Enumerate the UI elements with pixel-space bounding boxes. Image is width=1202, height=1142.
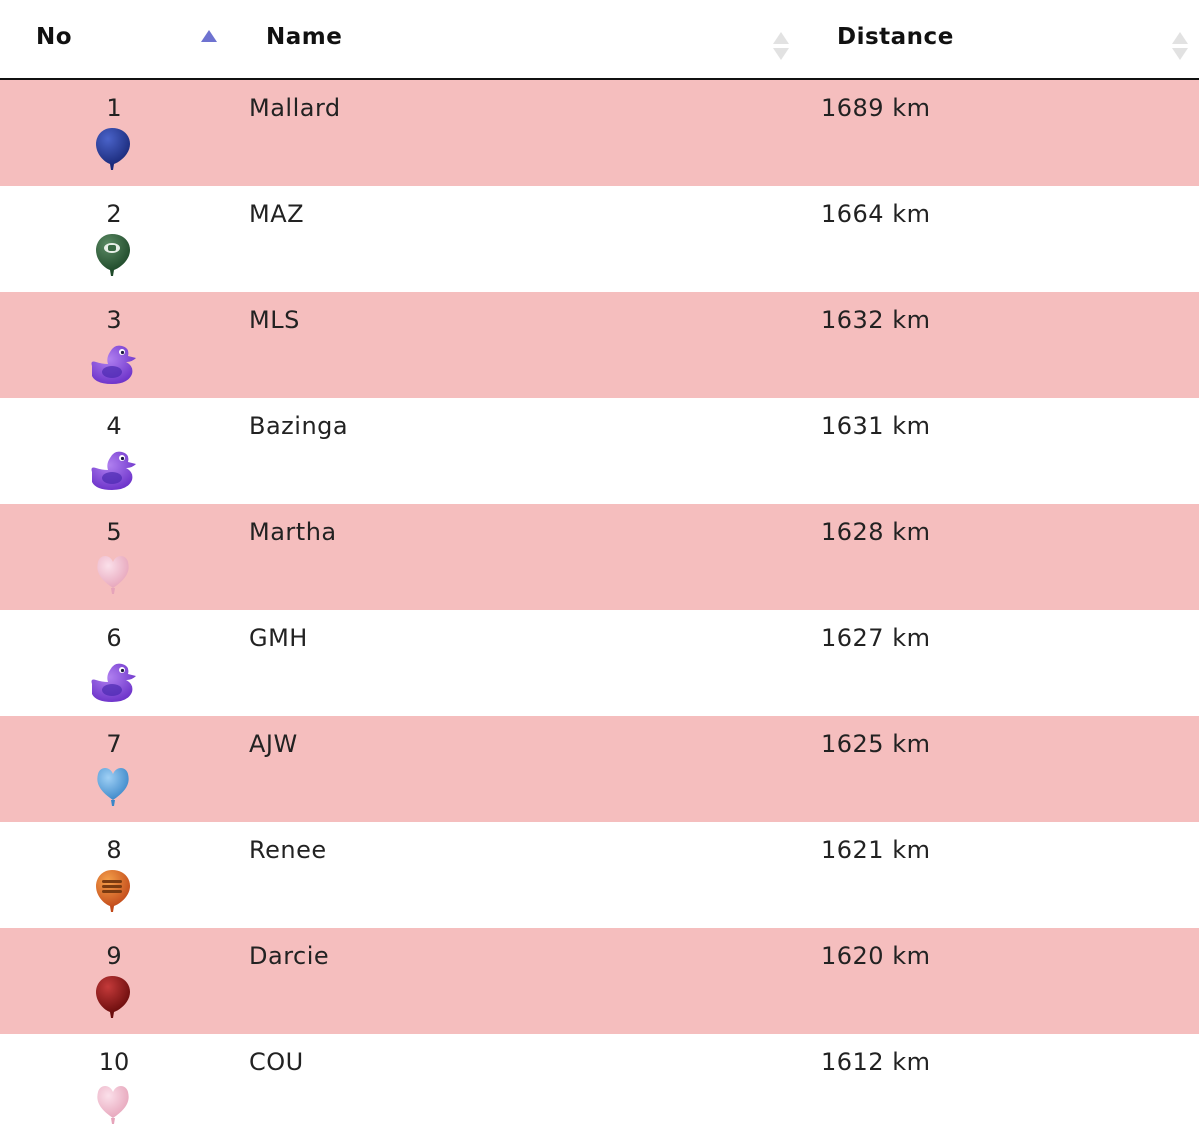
duck-purple-icon — [88, 442, 138, 492]
distance-cell: 1612 km — [821, 1048, 931, 1076]
sort-ascending-icon[interactable] — [200, 30, 218, 64]
rank-number: 2 — [106, 200, 122, 228]
rank-number: 9 — [106, 942, 122, 970]
table-row: 1 Mallard 1689 km — [0, 80, 1199, 186]
column-header-distance-label: Distance — [837, 24, 954, 50]
distance-cell: 1620 km — [821, 942, 931, 970]
name-cell: Bazinga — [249, 412, 349, 440]
table-row: 7 AJW 1625 km — [0, 716, 1199, 822]
heart-pink-icon — [88, 1078, 138, 1128]
table-row: 3 MLS 1632 km — [0, 292, 1199, 398]
balloon-dark-red-icon — [88, 972, 138, 1022]
rank-number: 4 — [106, 412, 122, 440]
duck-purple-icon — [88, 654, 138, 704]
column-header-no-label: No — [36, 24, 73, 50]
column-header-name-label: Name — [266, 24, 343, 50]
name-cell: AJW — [249, 730, 298, 758]
name-cell: Renee — [249, 836, 327, 864]
distance-cell: 1664 km — [821, 200, 931, 228]
column-header-name[interactable]: Name — [240, 0, 810, 80]
name-cell: MLS — [249, 306, 300, 334]
sort-both-icon[interactable] — [1171, 32, 1189, 66]
balloon-dark-blue-icon — [88, 124, 138, 174]
table-header: No Name Distance — [0, 0, 1199, 80]
rank-number: 1 — [106, 94, 122, 122]
table-row: 2 MAZ 1664 km — [0, 186, 1199, 292]
name-cell: MAZ — [249, 200, 305, 228]
distance-cell: 1689 km — [821, 94, 931, 122]
rank-number: 3 — [106, 306, 122, 334]
name-cell: GMH — [249, 624, 308, 652]
duck-purple-icon — [88, 336, 138, 386]
distance-cell: 1625 km — [821, 730, 931, 758]
table-row: 8 Renee 1621 km — [0, 822, 1199, 928]
heart-pink-icon — [88, 548, 138, 598]
rank-number: 5 — [106, 518, 122, 546]
table-body: 1 Mallard 1689 km 2 MAZ 1664 km 3 MLS 1632 km 4 Ba… — [0, 80, 1199, 1140]
rank-number: 6 — [106, 624, 122, 652]
balloon-orange-icon — [88, 866, 138, 916]
balloon-green-icon — [88, 230, 138, 280]
table-row: 5 Martha 1628 km — [0, 504, 1199, 610]
name-cell: COU — [249, 1048, 304, 1076]
distance-cell: 1627 km — [821, 624, 931, 652]
sort-both-icon[interactable] — [772, 32, 790, 66]
rank-number: 7 — [106, 730, 122, 758]
name-cell: Darcie — [249, 942, 330, 970]
table-row: 10 COU 1612 km — [0, 1034, 1199, 1140]
distance-cell: 1628 km — [821, 518, 931, 546]
rank-number: 8 — [106, 836, 122, 864]
name-cell: Mallard — [249, 94, 341, 122]
distance-cell: 1621 km — [821, 836, 931, 864]
distance-cell: 1631 km — [821, 412, 931, 440]
name-cell: Martha — [249, 518, 337, 546]
column-header-no[interactable]: No — [0, 0, 240, 80]
table-row: 9 Darcie 1620 km — [0, 928, 1199, 1034]
distance-cell: 1632 km — [821, 306, 931, 334]
column-header-distance[interactable]: Distance — [810, 0, 1199, 80]
table-row: 4 Bazinga 1631 km — [0, 398, 1199, 504]
rank-number: 10 — [98, 1048, 130, 1076]
table-row: 6 GMH 1627 km — [0, 610, 1199, 716]
heart-blue-icon — [88, 760, 138, 810]
